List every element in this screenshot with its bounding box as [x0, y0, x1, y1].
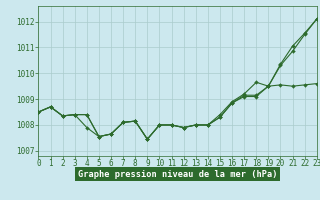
X-axis label: Graphe pression niveau de la mer (hPa): Graphe pression niveau de la mer (hPa)	[78, 170, 277, 179]
